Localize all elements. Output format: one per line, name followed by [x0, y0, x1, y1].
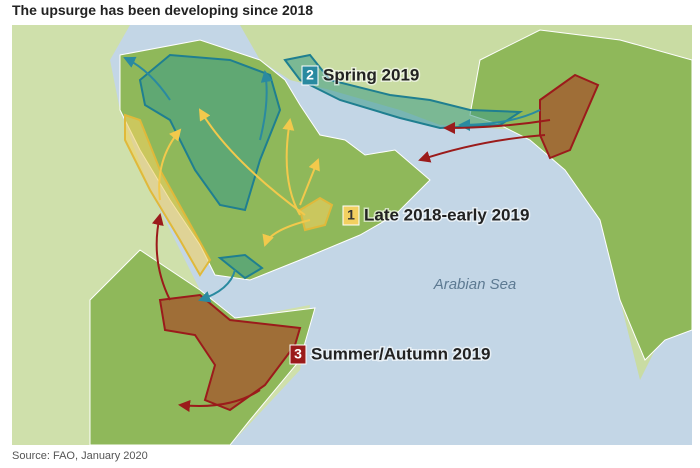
source: Source: FAO, January 2020: [12, 450, 148, 462]
arrow: [151, 213, 171, 301]
arrow: [198, 269, 236, 303]
south-asia: [469, 29, 692, 361]
phase-badge: [301, 65, 319, 86]
spring-area: [138, 53, 282, 212]
phase-label: Spring 2019: [323, 65, 419, 84]
arrow: [443, 119, 551, 134]
arrow: [299, 158, 320, 206]
title: The upsurge has been developing since 20…: [12, 2, 314, 18]
phase-badge: [289, 344, 307, 365]
arrow: [418, 134, 546, 163]
summer-area-pakistan: [539, 73, 600, 160]
phase-label: Late 2018-early 2019: [364, 205, 529, 224]
map: 2 Spring 2019 1 Late 2018-early 2019 3 S…: [12, 25, 692, 445]
arrow: [198, 108, 306, 216]
phase-label: Summer/Autumn 2019: [311, 344, 491, 363]
phase-number: 2: [306, 67, 314, 83]
sea-label: Arabian Sea: [433, 276, 517, 293]
late2018-area-oman: [298, 196, 334, 232]
phase-number: 3: [294, 346, 302, 362]
arrow: [259, 70, 273, 141]
phase-number: 1: [347, 207, 355, 223]
spring-area-iran: [283, 53, 524, 130]
arrow: [158, 128, 182, 201]
spring-area-yemen: [217, 253, 264, 280]
phase-badge: [342, 205, 360, 226]
arrow: [178, 389, 261, 412]
late2018-area: [124, 113, 212, 277]
arrow: [262, 219, 311, 247]
arrows: [123, 56, 551, 412]
arrow: [123, 56, 171, 101]
arrow: [458, 109, 541, 131]
